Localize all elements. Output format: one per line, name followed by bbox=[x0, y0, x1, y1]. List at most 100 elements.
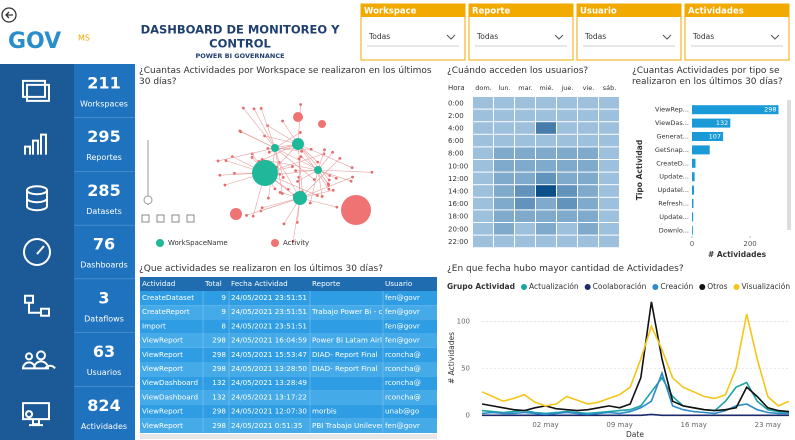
network-edge bbox=[317, 169, 352, 182]
y-tick-label: 100 bbox=[457, 317, 470, 325]
table-row bbox=[140, 418, 437, 433]
heatmap-col-label: dom. bbox=[475, 84, 492, 92]
value-label: 298 bbox=[764, 106, 776, 114]
table-cell: rconcha@ bbox=[385, 364, 421, 373]
table-cell: 24/05/2021 23:51:51 bbox=[231, 321, 307, 330]
network-leaf bbox=[334, 176, 338, 180]
heatmap-cell bbox=[473, 210, 493, 222]
heatmap-cell bbox=[557, 235, 577, 248]
filter-value[interactable]: Todas bbox=[368, 32, 390, 41]
network-edge bbox=[246, 197, 301, 216]
heatmap-cell bbox=[494, 160, 514, 172]
logo-suffix: MS bbox=[78, 34, 90, 43]
heatmap-col-label: jue. bbox=[561, 84, 574, 92]
heatmap-cell bbox=[599, 160, 619, 172]
bar bbox=[692, 132, 724, 141]
y-tick-label: Update... bbox=[659, 213, 689, 221]
heatmap-cell bbox=[557, 147, 577, 159]
heatmap-cell bbox=[557, 210, 577, 222]
y-tick-label: ViewDas... bbox=[655, 119, 689, 127]
heatmap-cell bbox=[536, 185, 556, 197]
table-cell: 24/05/2021 0:51:35 bbox=[231, 421, 302, 430]
table-header-cell: Total bbox=[204, 279, 222, 288]
kpi-value: 824 bbox=[87, 396, 120, 415]
heatmap-cell bbox=[536, 97, 556, 109]
network-node bbox=[252, 160, 278, 186]
network-title: ¿Cuantas Actividades por Workspace se re… bbox=[139, 66, 432, 87]
heatmap-cell bbox=[578, 160, 598, 172]
table-cell: Trabajo Power Bi - copia bbox=[311, 307, 398, 316]
filter-value[interactable]: Todas bbox=[584, 32, 606, 41]
filter-label: Actividades bbox=[688, 7, 744, 17]
heatmap-row-label: 8:00 bbox=[448, 150, 464, 158]
table-cell: ViewReport bbox=[142, 336, 183, 345]
network-edge bbox=[274, 147, 283, 194]
y-axis-title: # Actividades bbox=[447, 332, 456, 384]
heatmap-cell bbox=[473, 109, 493, 122]
scrollbar bbox=[787, 100, 791, 230]
table-cell: rconcha@ bbox=[385, 378, 421, 387]
x-tick-label: 23 may bbox=[755, 421, 781, 429]
heatmap-cell bbox=[494, 185, 514, 197]
legend-label: Otros bbox=[707, 282, 727, 291]
network-leaf bbox=[312, 178, 316, 181]
kpi-value: 285 bbox=[87, 181, 120, 200]
heatmap-cell bbox=[515, 97, 535, 109]
heatmap-cell bbox=[578, 147, 598, 159]
table-cell: 24/05/2021 12:07:30 bbox=[231, 407, 307, 416]
table-cell: rconcha@ bbox=[385, 392, 421, 401]
filter-value[interactable]: Todas bbox=[692, 32, 714, 41]
network-leaf bbox=[309, 147, 313, 151]
heatmap-cell bbox=[515, 122, 535, 134]
network-leaf bbox=[267, 150, 271, 154]
heatmap-col-label: mié. bbox=[539, 84, 553, 92]
heatmap-cell bbox=[599, 134, 619, 147]
logo: GOV bbox=[8, 29, 61, 54]
heatmap-cell bbox=[536, 223, 556, 235]
table-scrollbar bbox=[140, 434, 437, 439]
heatmap-cell bbox=[578, 185, 598, 197]
network-leaf bbox=[267, 196, 270, 200]
series-line bbox=[481, 313, 790, 407]
zoom-handle bbox=[143, 195, 153, 205]
y-tick-label: Downlo... bbox=[659, 226, 689, 234]
legend-label: Visualización bbox=[742, 282, 791, 291]
table-header bbox=[140, 277, 437, 291]
network-edge bbox=[299, 158, 341, 199]
heatmap-cell bbox=[578, 210, 598, 222]
heatmap-cell bbox=[578, 235, 598, 248]
table-row bbox=[140, 390, 437, 405]
network-tool bbox=[141, 214, 150, 223]
filter-value[interactable]: Todas bbox=[476, 32, 498, 41]
filter-header bbox=[685, 4, 789, 17]
legend-label: Creación bbox=[660, 282, 693, 291]
table-row bbox=[140, 333, 437, 348]
network-edge bbox=[292, 197, 301, 242]
network-tool bbox=[171, 214, 180, 223]
filter-label: Reporte bbox=[472, 7, 510, 17]
network-leaf bbox=[281, 176, 285, 179]
y-tick-label: Updatel... bbox=[657, 186, 689, 194]
network-leaf bbox=[327, 178, 331, 182]
back-arrow bbox=[5, 11, 13, 19]
table-cell: ViewDashboard bbox=[142, 392, 198, 401]
heatmap-cell bbox=[578, 134, 598, 147]
bar bbox=[692, 105, 779, 115]
heatmap-cell bbox=[494, 122, 514, 134]
network-leaf bbox=[250, 155, 254, 159]
table-cell: ViewReport bbox=[142, 364, 183, 373]
network-leaf bbox=[260, 158, 264, 161]
heatmap-cell bbox=[473, 160, 493, 172]
table-cell: 298 bbox=[212, 336, 226, 345]
heatmap-cell bbox=[557, 197, 577, 210]
x-tick-label: 09 may bbox=[606, 421, 632, 429]
table-cell: 24/05/2021 16:04:59 bbox=[231, 336, 307, 345]
bar bbox=[692, 118, 731, 128]
heatmap-row-label: 10:00 bbox=[448, 162, 468, 170]
y-tick-label: GetSnap... bbox=[655, 146, 689, 154]
heatmap-cell bbox=[494, 134, 514, 147]
legend-label: WorkSpaceName bbox=[168, 239, 228, 247]
bar bbox=[692, 199, 694, 208]
